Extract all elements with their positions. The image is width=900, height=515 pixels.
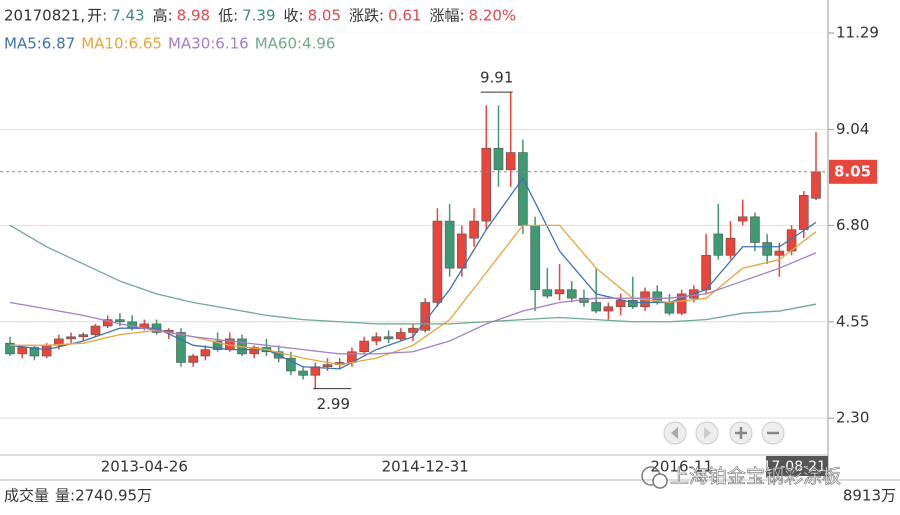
candle-body — [505, 152, 516, 170]
zoom-in-icon — [735, 427, 747, 439]
candle-body — [5, 342, 15, 355]
prev-icon — [671, 427, 678, 439]
candle-body — [188, 355, 198, 363]
watermark-text: 上海铂金宝钢彩涂板 — [670, 466, 841, 488]
y-tick-label: 2.30 — [836, 409, 869, 427]
candle-body — [530, 225, 540, 290]
header-label: 收: — [284, 7, 304, 25]
candle-body — [701, 255, 711, 290]
header-value: 7.39 — [242, 7, 275, 25]
header-date: 20170821, — [4, 7, 85, 25]
candle-body — [628, 300, 638, 308]
header-label: 开: — [87, 7, 107, 25]
current-price-box — [829, 159, 877, 184]
header-label: 涨跌: — [349, 7, 384, 25]
header-value: 0.61 — [388, 7, 421, 25]
next-icon — [704, 427, 711, 439]
volume-title: 成交量 — [4, 487, 49, 505]
candle-body — [176, 332, 186, 363]
candle-body — [566, 289, 577, 299]
x-tick-label: 2016-11 — [650, 458, 713, 476]
y-tick-label: 9.04 — [836, 120, 869, 138]
candle-body — [54, 338, 64, 346]
candle-body — [115, 319, 125, 323]
watermark: 上海铂金宝钢彩涂板 — [641, 465, 841, 489]
y-tick-label: 6.80 — [836, 216, 869, 234]
low-label: 2.99 — [317, 395, 350, 413]
candle-body — [518, 152, 528, 226]
candle-body — [298, 370, 308, 376]
candle-body — [554, 289, 565, 295]
header-value: 7.43 — [111, 7, 144, 25]
candle-body — [542, 289, 553, 297]
candle-body — [798, 195, 809, 230]
header-bg — [0, 0, 826, 56]
candle-body — [200, 349, 211, 357]
y-tick-label: 11.29 — [836, 23, 879, 41]
candle-body — [310, 366, 321, 376]
candle-body — [78, 334, 89, 338]
candle-body — [664, 302, 675, 314]
ma-line — [10, 224, 817, 366]
ma-line — [9, 224, 817, 325]
current-date-box — [766, 456, 828, 476]
y-tick-label: 4.55 — [836, 312, 869, 330]
candle-body — [432, 220, 443, 303]
header-label: 高: — [153, 7, 173, 25]
candle-body — [371, 336, 382, 342]
candle-body — [713, 233, 724, 256]
x-tick-label: 2017-08-21 — [745, 459, 826, 475]
candle-body — [66, 336, 76, 340]
header-value: 8.20% — [469, 7, 517, 25]
x-tick-label: 2013-04-26 — [101, 458, 188, 476]
legend-entry: MA5:6.87 — [4, 35, 75, 53]
candle-body — [457, 233, 467, 269]
candle-body — [383, 336, 394, 340]
candle-body — [41, 345, 52, 357]
legend-entry: MA60:4.96 — [255, 35, 336, 53]
nav-buttons[interactable] — [663, 421, 785, 445]
high-label: 9.91 — [480, 69, 513, 87]
candle-body — [29, 347, 40, 357]
candle-body — [359, 340, 369, 353]
candle-body — [469, 220, 479, 239]
volume-max: 8913万 — [843, 487, 896, 505]
candle-body — [90, 325, 101, 335]
candle-body — [102, 319, 113, 327]
header-value: 8.05 — [308, 7, 341, 25]
watermark-icon — [652, 473, 668, 489]
candle-body — [249, 347, 260, 355]
candle-body — [774, 250, 785, 256]
legend-entry: MA30:6.16 — [168, 35, 249, 53]
candle-body — [737, 216, 748, 222]
candle-body — [444, 220, 455, 269]
current-price-label: 8.05 — [834, 162, 871, 180]
candle-body — [322, 364, 333, 368]
ma-line — [9, 252, 817, 355]
header-label: 低: — [218, 7, 238, 25]
candle-body — [286, 357, 296, 372]
candle-body — [17, 347, 28, 355]
candle-body — [750, 216, 760, 243]
legend-entry: MA10:6.65 — [81, 35, 162, 53]
candle-body — [615, 300, 626, 308]
x-tick-label: 2014-12-31 — [382, 458, 469, 476]
candle-body — [762, 242, 772, 256]
candle-body — [420, 302, 431, 331]
candle-body — [493, 147, 504, 170]
header-value: 8.98 — [177, 7, 210, 25]
header-label: 涨幅: — [429, 7, 464, 25]
candle-body — [811, 171, 821, 199]
volume-value: 量:2740.95万 — [55, 487, 152, 505]
candle-body — [725, 237, 736, 256]
candle-body — [591, 302, 601, 312]
candle-body — [395, 332, 406, 340]
candle-body — [481, 147, 492, 222]
candle-body — [212, 340, 223, 350]
candle-body — [676, 293, 687, 314]
candle-body — [603, 306, 614, 312]
